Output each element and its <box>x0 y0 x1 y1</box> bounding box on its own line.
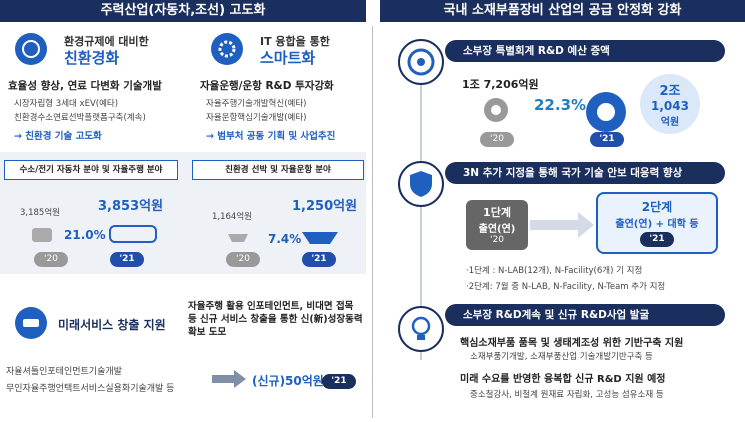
service-year: '21 <box>322 374 356 389</box>
eco-bullet: 효율성 향상, 연료 다변화 기술개발 <box>8 80 162 92</box>
service-project: 무인자율주행언택트서비스실용화기술개발 등 <box>6 384 175 394</box>
s2-title: 3N 추가 지정을 통해 국가 기술 안보 대응력 향상 <box>445 162 725 184</box>
ship-rate: 7.4% <box>268 232 302 246</box>
stage1: 1단계 출연(연) '20 <box>466 200 528 250</box>
smart-title2: 스마트화 <box>260 49 316 67</box>
smart-title1: IT 융합을 통한 <box>260 35 330 48</box>
s1-title: 소부장 특별회계 R&D 예산 증액 <box>445 40 725 62</box>
s1-after-line: 억원 <box>660 117 680 128</box>
s3-sub: 소재부품기개발, 소재부품산업 기술개발기반구축 등 <box>470 352 653 362</box>
s1-rate: 22.3% <box>534 96 587 114</box>
gears <box>484 92 626 132</box>
ship-icons <box>228 232 338 244</box>
service-bullet: 자율주행 활용 인포테인먼트, 비대면 접목 등 신규 서비스 창출을 통한 신… <box>188 301 363 338</box>
bulb-icon <box>398 306 444 352</box>
ship-title: 친환경 선박 및 자율운항 분야 <box>192 160 364 180</box>
smart-result: → 범부처 공동 기획 및 사업추진 <box>206 131 336 142</box>
smart-sub: 자율주행기술개발혁신(예타) <box>206 99 307 109</box>
shield-icon <box>398 161 444 207</box>
s1-after-line: 1,043 <box>651 99 689 113</box>
arrow <box>212 370 246 388</box>
service-title: 미래서비스 창출 지원 <box>58 318 166 332</box>
stage1-year: '20 <box>490 235 504 245</box>
ship-before: 1,164억원 <box>212 212 252 222</box>
eco-title2: 친환경화 <box>64 49 120 67</box>
eco-sub: 친환경수소연료선박플랫폼구축(계속) <box>14 113 146 123</box>
stage2-year: '21 <box>640 232 674 247</box>
stage1-org: 출연(연) <box>478 224 516 235</box>
s3-sub: 중소철강사, 비철계 원재료 자립화, 고성능 섬유소재 등 <box>470 390 664 400</box>
timeline <box>420 60 422 360</box>
stage2: 2단계 출연(연) + 대학 등 '21 <box>596 192 718 254</box>
eco-title1: 환경규제에 대비한 <box>64 35 149 48</box>
s2-note: ·1단계 : N-LAB(12개), N-Facility(6개) 기 지정 <box>466 266 643 276</box>
s2-note: ·2단계: 7월 중 N-LAB, N-Facility, N-Team 추가 … <box>466 282 666 292</box>
car-year2: '21 <box>110 252 144 267</box>
s1-year1: '20 <box>480 132 514 147</box>
car-after: 3,853억원 <box>98 199 164 214</box>
ship-after: 1,250억원 <box>292 199 358 214</box>
car-icons <box>32 225 157 243</box>
stage1-label: 1단계 <box>483 206 511 219</box>
smart-bullet: 자율운행/운항 R&D 투자강화 <box>200 80 334 92</box>
stage2-label: 2단계 <box>641 200 673 214</box>
car-title: 수소/전기 자동차 분야 및 자율주행 분야 <box>4 160 178 180</box>
service-budget: (신규)50억원 <box>252 374 324 388</box>
car-rate: 21.0% <box>64 228 106 242</box>
header-right: 국내 소재부품장비 산업의 공급 안정화 강화 <box>380 0 745 22</box>
header-left: 주력산업(자동차,조선) 고도화 <box>0 0 366 22</box>
service-project: 자율셔틀인포테인먼트기술개발 <box>6 367 122 377</box>
smart-sub: 자율운항핵심기술개발(예타) <box>206 113 307 123</box>
s1-after-line: 2조 <box>659 84 681 99</box>
stage-arrow <box>530 212 594 238</box>
stage2-org: 출연(연) + 대학 등 <box>615 219 699 230</box>
s3-bullet: 핵심소재부품 품목 및 생태계조성 위한 기반구축 지원 <box>460 338 684 349</box>
s1-before: 1조 7,206억원 <box>462 78 539 91</box>
smart-icon <box>211 33 243 65</box>
eco-icon <box>15 33 47 65</box>
s3-title: 소부장 R&D계속 및 신규 R&D사업 발굴 <box>445 304 725 326</box>
ship-year1: '20 <box>226 252 260 267</box>
service-icon <box>15 307 47 339</box>
s3-bullet: 미래 수요를 반영한 융복합 신규 R&D 지원 예정 <box>460 374 666 385</box>
eco-result: → 친환경 기술 고도화 <box>14 131 102 142</box>
target-icon <box>398 39 444 85</box>
car-year1: '20 <box>34 252 68 267</box>
car-before: 3,185억원 <box>20 208 60 218</box>
s1-year2: '21 <box>590 132 624 147</box>
divider <box>372 26 373 418</box>
eco-sub: 시장자립형 3세대 xEV(예타) <box>14 99 119 109</box>
ship-year2: '21 <box>302 252 336 267</box>
s1-after: 2조 1,043 억원 <box>640 74 700 134</box>
